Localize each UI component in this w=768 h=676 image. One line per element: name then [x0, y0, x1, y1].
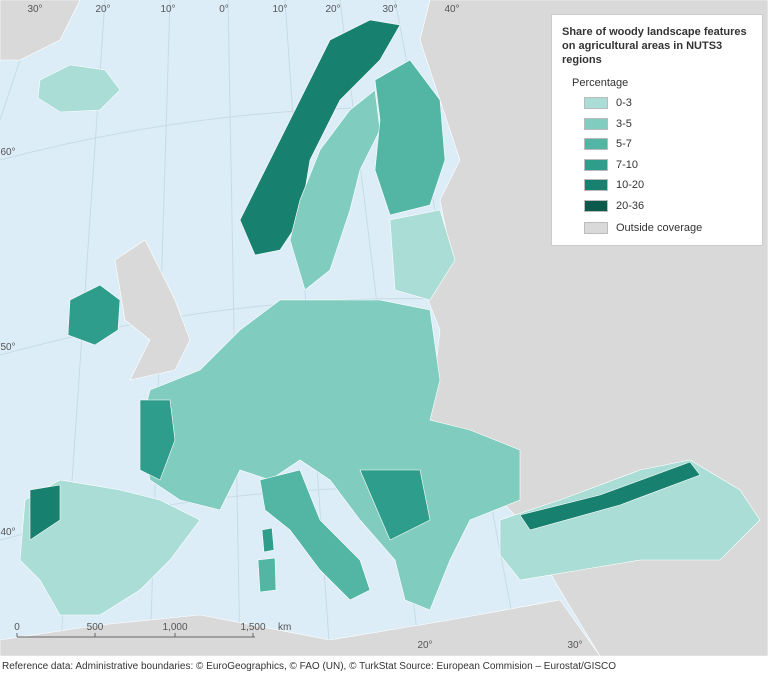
- legend-swatch: [584, 138, 608, 151]
- turkey-north: [519, 461, 701, 531]
- corsica: [261, 527, 275, 553]
- legend-label: 0-3: [616, 97, 632, 110]
- graticule-label: 50°: [0, 342, 15, 353]
- scale-label: 1,000: [162, 622, 187, 633]
- balkans: [359, 469, 431, 541]
- legend-item: 3-5: [584, 114, 752, 135]
- graticule-label: 30°: [382, 4, 397, 15]
- legend-swatch: [584, 97, 608, 110]
- turkey: [499, 459, 761, 581]
- scale-label: 0: [14, 622, 20, 633]
- baltics: [389, 209, 456, 301]
- legend-label: 5-7: [616, 138, 632, 151]
- legend-title: Share of woody landscape features on agr…: [562, 26, 747, 66]
- legend-swatch: [584, 158, 608, 171]
- legend-item: 5-7: [584, 134, 752, 155]
- graticule-label: 10°: [160, 4, 175, 15]
- legend-label: Outside coverage: [616, 222, 703, 235]
- legend-swatch: [584, 222, 608, 235]
- mainland: [139, 299, 521, 611]
- legend-item: 10-20: [584, 175, 752, 196]
- legend-item: Outside coverage: [584, 218, 752, 239]
- graticule-label: 40°: [0, 527, 15, 538]
- graticule-label: 20°: [95, 4, 110, 15]
- footer: Reference data: Administrative boundarie…: [2, 661, 617, 672]
- graticule-label: 10°: [272, 4, 287, 15]
- sardinia: [257, 557, 277, 593]
- graticule-label: 20°: [325, 4, 340, 15]
- legend-item: 7-10: [584, 155, 752, 176]
- legend: Share of woody landscape features on agr…: [551, 14, 763, 246]
- legend-item: 20-36: [584, 196, 752, 217]
- finland: [374, 59, 446, 216]
- legend-item: 0-3: [584, 93, 752, 114]
- legend-label: 10-20: [616, 179, 645, 192]
- legend-heading: Percentage: [572, 77, 629, 89]
- legend-label: 20-36: [616, 199, 645, 212]
- scale-label: 500: [87, 622, 104, 633]
- france-west: [139, 399, 176, 481]
- graticule-label: 40°: [444, 4, 459, 15]
- scale-unit: km: [278, 622, 291, 633]
- legend-label: 3-5: [616, 117, 632, 130]
- legend-label: 7-10: [616, 158, 639, 171]
- italy: [259, 469, 371, 601]
- norway: [239, 19, 401, 256]
- graticule-label: 0°: [219, 4, 229, 15]
- graticule-label: 30°: [567, 640, 582, 651]
- iceland: [37, 64, 121, 113]
- graticule-label: 60°: [0, 147, 15, 158]
- scale-label: 1,500: [240, 622, 265, 633]
- galicia: [29, 484, 61, 541]
- graticule-label: 20°: [417, 640, 432, 651]
- graticule-label: 30°: [27, 4, 42, 15]
- legend-swatch: [584, 179, 608, 192]
- ireland: [67, 284, 121, 346]
- legend-swatch: [584, 117, 608, 130]
- legend-swatch: [584, 199, 608, 212]
- legend-items: 0-3 3-5 5-7 7-10 10-20 20-36 Outside coverage: [562, 93, 752, 239]
- regions: [19, 19, 761, 616]
- iberia: [19, 479, 201, 616]
